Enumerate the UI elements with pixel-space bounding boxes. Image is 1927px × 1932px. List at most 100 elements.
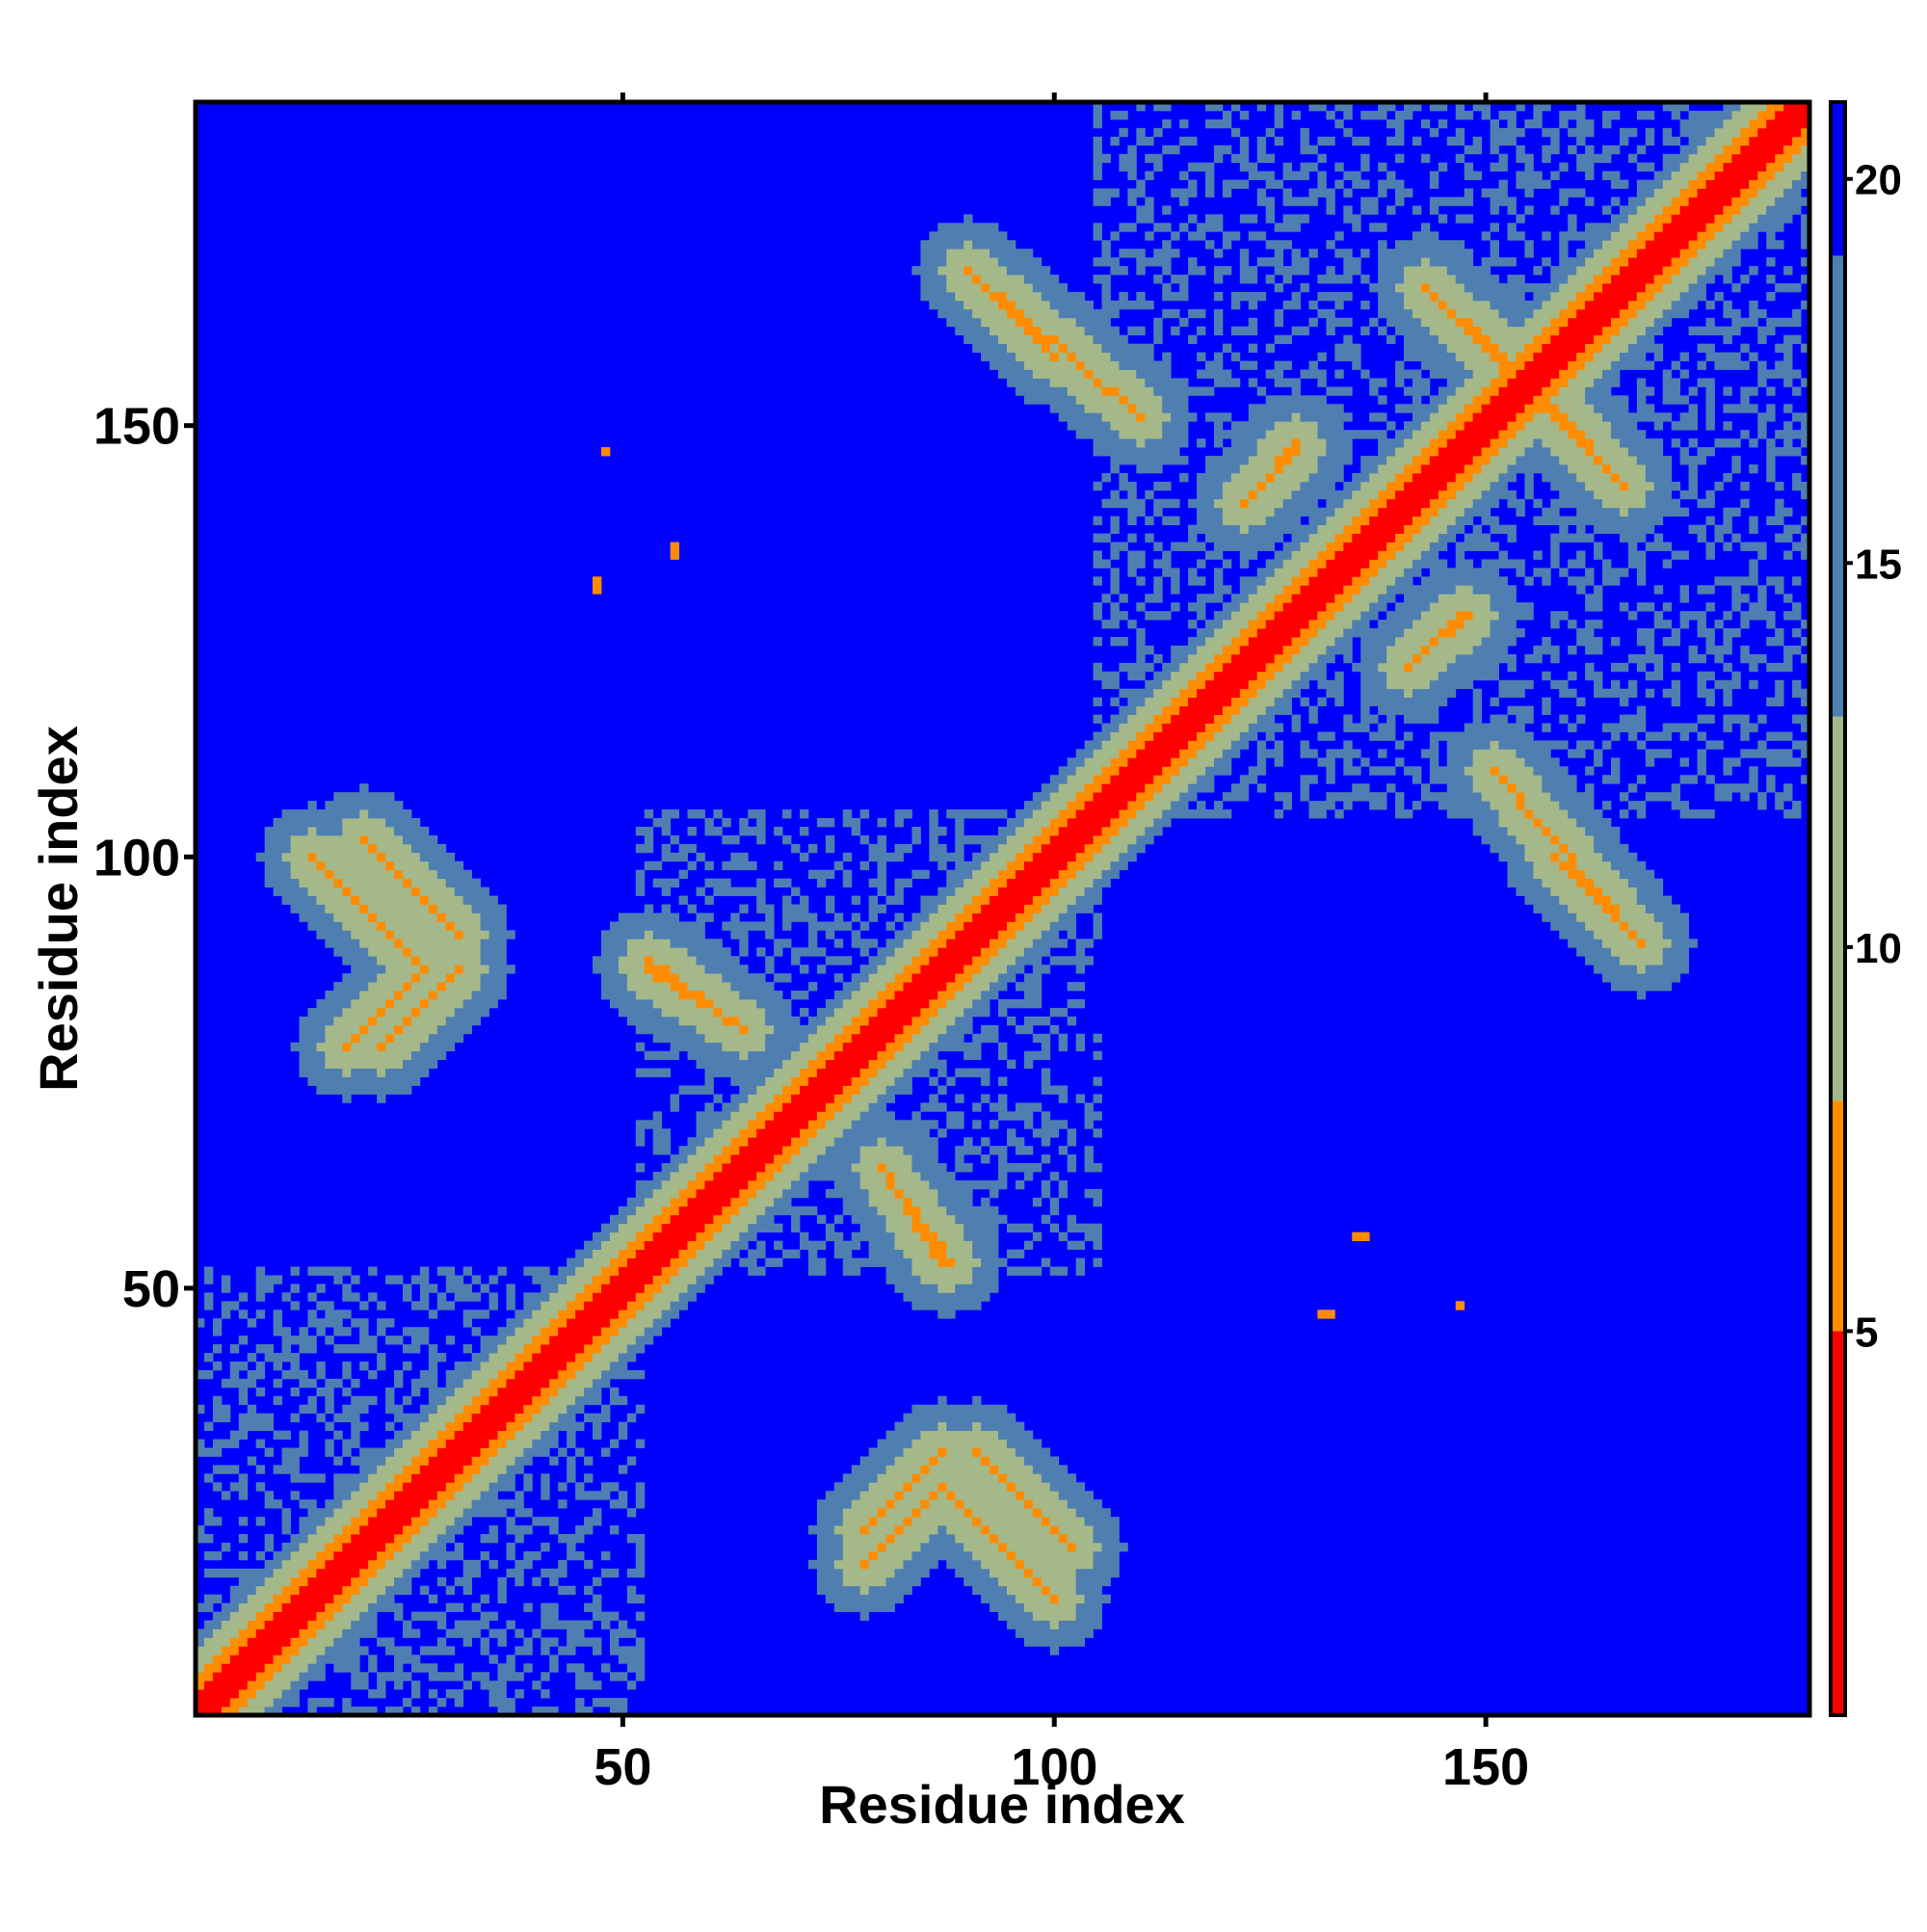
heatmap-cell: [359, 1085, 369, 1095]
heatmap-cell: [316, 921, 326, 931]
heatmap-cell: [946, 1525, 956, 1535]
heatmap-cell: [678, 1301, 688, 1310]
heatmap-cell: [609, 1257, 620, 1267]
heatmap-cell: [946, 1430, 956, 1440]
heatmap-cell: [385, 792, 395, 802]
heatmap-cell: [316, 1007, 326, 1018]
heatmap-cell: [385, 1033, 395, 1044]
heatmap-cell: [748, 973, 757, 983]
heatmap-cell: [678, 982, 688, 992]
heatmap-cell: [652, 1188, 663, 1199]
heatmap-cell: [584, 1249, 594, 1258]
heatmap-cell: [471, 956, 481, 966]
heatmap-cell: [281, 1292, 291, 1302]
heatmap-cell: [575, 1275, 585, 1284]
heatmap-cell: [816, 1042, 827, 1052]
heatmap-cell: [281, 818, 291, 828]
heatmap-cell: [351, 1456, 360, 1466]
heatmap-cell: [377, 1301, 386, 1310]
heatmap-cell: [351, 1395, 360, 1406]
heatmap-cell: [523, 1395, 533, 1406]
heatmap-cell: [704, 1137, 714, 1147]
heatmap-cell: [920, 1439, 930, 1448]
heatmap-cell: [981, 939, 990, 948]
heatmap-cell: [1006, 818, 1016, 828]
heatmap-cell: [428, 921, 438, 931]
heatmap-cell: [833, 1050, 844, 1061]
heatmap-cell: [506, 1336, 515, 1345]
heatmap-cell: [1006, 1223, 1016, 1233]
heatmap-cell: [756, 1197, 766, 1207]
heatmap-cell: [981, 1275, 990, 1284]
heatmap-cell: [678, 1266, 688, 1276]
heatmap-cell: [825, 1594, 835, 1604]
heatmap-cell: [359, 1327, 369, 1337]
heatmap-cell: [575, 1482, 585, 1492]
heatmap-cell: [377, 1585, 386, 1596]
heatmap-cell: [964, 1542, 973, 1552]
heatmap-cell: [359, 1456, 369, 1466]
heatmap-cell: [661, 939, 672, 948]
heatmap-cell: [859, 1568, 870, 1578]
heatmap-cell: [454, 982, 464, 992]
heatmap-cell: [791, 956, 801, 966]
heatmap-cell: [575, 1369, 585, 1380]
heatmap-cell: [955, 1024, 964, 1035]
heatmap-cell: [445, 1404, 456, 1415]
heatmap-cell: [316, 1076, 326, 1086]
heatmap-cell: [972, 343, 982, 353]
heatmap-cell: [885, 1456, 895, 1466]
heatmap-cell: [696, 1249, 705, 1258]
heatmap-cell: [368, 1594, 378, 1604]
heatmap-cell: [842, 1128, 853, 1138]
heatmap-cell: [713, 1111, 723, 1121]
heatmap-cell: [998, 1430, 1008, 1440]
heatmap-cell: [894, 1007, 904, 1018]
heatmap-cell: [911, 1266, 921, 1276]
heatmap-cell: [756, 1024, 766, 1035]
heatmap-cell: [911, 1249, 921, 1258]
heatmap-cell: [851, 1240, 861, 1250]
heatmap-cell: [377, 1568, 386, 1578]
heatmap-cell: [351, 1585, 360, 1596]
heatmap-cell: [238, 1663, 249, 1673]
heatmap-cell: [756, 834, 766, 845]
heatmap-cell: [661, 921, 672, 931]
heatmap-cell: [877, 1163, 886, 1173]
heatmap-cell: [644, 1016, 654, 1026]
heatmap-cell: [1023, 1163, 1034, 1173]
heatmap-cell: [221, 1637, 231, 1647]
heatmap-cell: [593, 1301, 602, 1310]
heatmap-cell: [920, 240, 930, 250]
heatmap-cell: [394, 1707, 404, 1716]
heatmap-cell: [652, 913, 663, 922]
heatmap-cell: [221, 1542, 231, 1552]
heatmap-cell: [765, 904, 775, 913]
heatmap-cell: [998, 887, 1008, 896]
heatmap-cell: [877, 1456, 886, 1466]
heatmap-cell: [946, 1076, 956, 1086]
heatmap-cell: [229, 1663, 240, 1673]
heatmap-cell: [722, 921, 731, 931]
heatmap-cell: [851, 1568, 861, 1578]
heatmap-cell: [488, 1387, 498, 1397]
heatmap-cell: [626, 921, 637, 931]
heatmap-cell: [342, 1059, 352, 1070]
heatmap-cell: [859, 809, 870, 819]
heatmap-cell: [281, 1663, 291, 1673]
heatmap-cell: [488, 1465, 498, 1474]
heatmap-cell: [436, 1559, 447, 1570]
heatmap-cell: [687, 939, 697, 948]
heatmap-cell: [342, 1439, 352, 1448]
heatmap-cell: [929, 1284, 938, 1293]
heatmap-cell: [903, 1275, 912, 1284]
heatmap-cell: [946, 1214, 956, 1225]
heatmap-cell: [558, 1369, 568, 1380]
heatmap-cell: [990, 1465, 999, 1474]
heatmap-cell: [946, 1439, 956, 1448]
heatmap-cell: [920, 1421, 930, 1431]
heatmap-cell: [791, 1128, 801, 1138]
heatmap-cell: [851, 973, 861, 983]
heatmap-cell: [964, 1266, 973, 1276]
heatmap-cell: [342, 809, 352, 819]
